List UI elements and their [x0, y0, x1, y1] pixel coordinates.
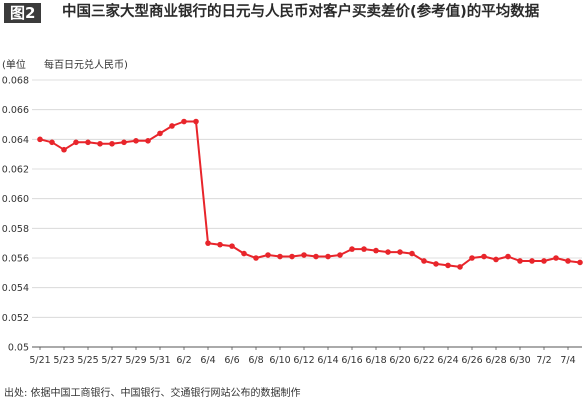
data-point [97, 140, 103, 147]
data-point [157, 130, 163, 137]
x-tick-label: 5/21 [29, 355, 50, 366]
series-line [39, 120, 581, 268]
data-point [49, 139, 55, 146]
data-point [277, 253, 283, 260]
chart-title: 中国三家大型商业银行的日元与人民币对客户买卖差价(参考值)的平均数据 [62, 4, 540, 20]
data-point [85, 139, 91, 146]
x-tick-label: 6/4 [200, 355, 215, 366]
x-tick-label: 6/22 [413, 355, 434, 366]
x-tick-label: 6/14 [317, 355, 338, 366]
x-tick-label: 5/31 [149, 355, 170, 366]
data-point [385, 249, 391, 255]
y-tick-label: 0.062 [2, 165, 29, 176]
data-point [313, 253, 319, 260]
data-point [361, 246, 367, 252]
data-point [421, 258, 427, 264]
figure-label: 图2 [4, 3, 42, 23]
data-point [529, 258, 535, 264]
unit-prefix: (单位 [2, 60, 26, 71]
x-tick-label: 6/24 [437, 355, 458, 366]
x-tick-label: 7/4 [560, 355, 575, 366]
x-tick-label: 6/28 [485, 355, 506, 366]
data-point [481, 253, 487, 260]
data-point [457, 264, 463, 270]
chart-header: 图2 中国三家大型商业银行的日元与人民币对客户买卖差价(参考值)的平均数据 [0, 0, 584, 44]
x-tick-label: 5/25 [77, 355, 98, 366]
x-tick-label: 6/10 [269, 355, 290, 366]
data-point [577, 259, 583, 266]
data-point [325, 253, 331, 260]
x-tick-label: 6/26 [461, 355, 482, 366]
y-tick-label: 0.068 [2, 76, 29, 87]
data-point [553, 255, 559, 261]
unit-text: 每百日元兑人民币) [44, 60, 128, 71]
data-point [493, 256, 499, 263]
data-point [229, 243, 235, 249]
data-point [565, 258, 571, 264]
data-point [241, 250, 247, 257]
data-point [469, 255, 475, 261]
data-point [337, 252, 343, 258]
data-point [409, 250, 415, 257]
y-tick-label: 0.058 [2, 224, 29, 235]
data-point [193, 118, 199, 125]
data-point [205, 240, 211, 246]
x-tick-label: 7/2 [536, 355, 551, 366]
y-tick-label: 0.066 [2, 105, 29, 116]
x-tick-label: 6/18 [365, 355, 386, 366]
data-point [61, 146, 67, 153]
data-point [445, 262, 451, 269]
data-point [145, 138, 151, 144]
y-tick-label: 0.064 [2, 135, 29, 146]
x-tick-label: 6/2 [176, 355, 191, 366]
data-point [289, 253, 295, 260]
data-point [433, 261, 439, 267]
x-tick-label: 6/16 [341, 355, 362, 366]
x-tick-label: 6/8 [248, 355, 263, 366]
data-point [505, 253, 511, 260]
x-tick-label: 6/12 [293, 355, 314, 366]
x-tick-label: 6/30 [509, 355, 530, 366]
data-point [121, 139, 127, 146]
data-point [181, 118, 187, 125]
data-point [349, 246, 355, 252]
y-tick-label: 0.054 [2, 283, 29, 294]
x-tick-label: 5/27 [101, 355, 122, 366]
data-point [73, 139, 79, 146]
data-point [253, 255, 259, 261]
data-point [301, 252, 307, 258]
x-tick-label: 6/20 [389, 355, 410, 366]
data-point [541, 258, 547, 264]
y-tick-label: 0.056 [2, 254, 29, 265]
data-point [265, 252, 271, 258]
data-point [217, 241, 223, 248]
y-tick-label: 0.060 [2, 194, 29, 205]
data-point [517, 258, 523, 264]
data-point [373, 247, 379, 254]
source-note: 出处: 依据中国工商银行、中国银行、交通银行网站公布的数据制作 [4, 388, 301, 399]
data-point [109, 140, 115, 147]
y-tick-label: 0.052 [2, 313, 29, 324]
data-point [397, 249, 403, 255]
y-tick-label: 0.05 [8, 343, 29, 354]
x-tick-label: 5/23 [53, 355, 74, 366]
data-point [37, 136, 43, 143]
data-point [169, 123, 175, 129]
x-tick-label: 6/6 [224, 355, 239, 366]
data-point [133, 138, 139, 144]
x-tick-label: 5/29 [125, 355, 146, 366]
